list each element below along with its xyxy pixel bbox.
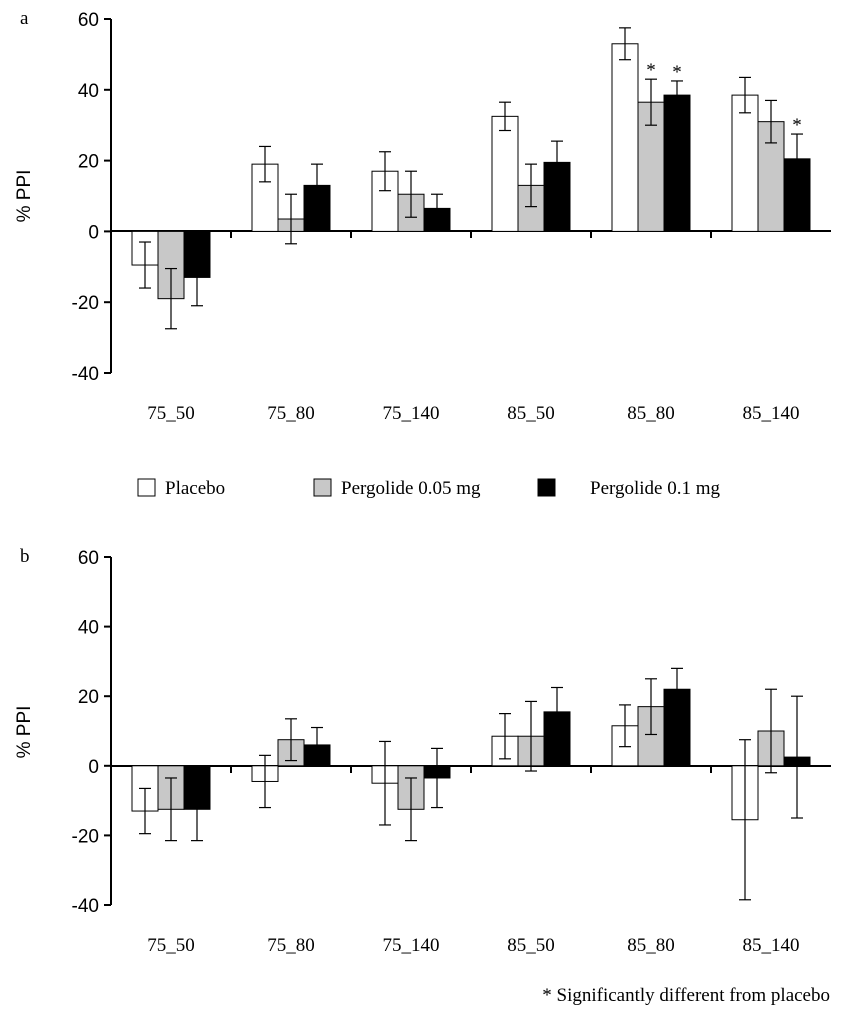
panel-a-significance-marker: * <box>672 62 682 83</box>
legend-swatch-pergolide-005 <box>313 478 332 497</box>
panel-b-y-tick-label: -40 <box>72 896 99 917</box>
panel-a-bar-placebo <box>731 94 759 232</box>
panel-b-y-tick-label: -20 <box>72 826 99 847</box>
panel-a-y-tick-label: -20 <box>72 293 99 314</box>
panel-a-category-label: 85_140 <box>743 403 800 424</box>
legend: Placebo Pergolide 0.05 mg Pergolide 0.1 … <box>137 478 721 499</box>
panel-a-significance-marker: * <box>646 60 656 81</box>
panel-a-category-label: 85_80 <box>627 403 675 424</box>
panel-a-y-axis-label: % PPI <box>14 170 35 223</box>
legend-item-pergolide-005: Pergolide 0.05 mg <box>313 478 481 499</box>
panel-b-y-tick-label: 40 <box>78 618 99 639</box>
panel-a-category-label: 75_80 <box>267 403 315 424</box>
panel-b-category-label: 75_80 <box>267 935 315 956</box>
panel-a-label: a <box>20 8 29 29</box>
panel-a-y-tick-label: -40 <box>72 364 99 385</box>
panel-b: b % PPI 60 40 20 0 -20 -40 75_50 75_80 75_140 85_… <box>14 546 831 956</box>
panel-b-label: b <box>20 546 30 567</box>
panel-a: a % PPI 60 40 20 0 -20 -40 75_50 75_80 75_140 85_… <box>14 8 831 424</box>
panel-a-bar-placebo <box>611 43 639 232</box>
panel-a-y-tick-label: 0 <box>88 222 99 243</box>
panel-a-plot-area: 60 40 20 0 -20 -40 75_50 75_80 75_140 85_50 85_80 8… <box>72 10 831 424</box>
legend-swatch-placebo <box>137 478 156 497</box>
footnote: * Significantly different from placebo <box>542 985 830 1006</box>
legend-swatch-pergolide-01 <box>537 478 556 497</box>
panel-a-significance-marker: * <box>792 115 802 136</box>
panel-b-plot-area: 60 40 20 0 -20 -40 75_50 75_80 75_140 85_50 85_80 8… <box>72 548 831 956</box>
panel-a-y-tick-label: 60 <box>78 10 99 31</box>
panel-a-category-label: 85_50 <box>507 403 555 424</box>
panel-b-category-label: 75_50 <box>147 935 195 956</box>
legend-label-pergolide-005: Pergolide 0.05 mg <box>341 478 481 499</box>
panel-a-bar-placebo <box>491 115 519 232</box>
panel-b-category-label: 85_140 <box>743 935 800 956</box>
legend-label-placebo: Placebo <box>165 478 225 499</box>
panel-b-category-label: 85_50 <box>507 935 555 956</box>
panel-a-category-label: 75_50 <box>147 403 195 424</box>
panel-b-y-tick-label: 0 <box>88 757 99 778</box>
panel-a-y-tick-label: 40 <box>78 81 99 102</box>
panel-a-category-label: 75_140 <box>383 403 440 424</box>
legend-item-pergolide-01: Pergolide 0.1 mg <box>537 478 721 499</box>
panel-b-category-label: 75_140 <box>383 935 440 956</box>
panel-a-bar-pergolide-01 <box>663 94 691 232</box>
panel-a-y-tick-label: 20 <box>78 152 99 173</box>
panel-b-y-axis-label: % PPI <box>14 706 35 759</box>
legend-item-placebo: Placebo <box>137 478 225 499</box>
panel-b-y-tick-label: 20 <box>78 687 99 708</box>
panel-b-y-tick-label: 60 <box>78 548 99 569</box>
panel-b-category-label: 85_80 <box>627 935 675 956</box>
legend-label-pergolide-01: Pergolide 0.1 mg <box>590 478 721 499</box>
